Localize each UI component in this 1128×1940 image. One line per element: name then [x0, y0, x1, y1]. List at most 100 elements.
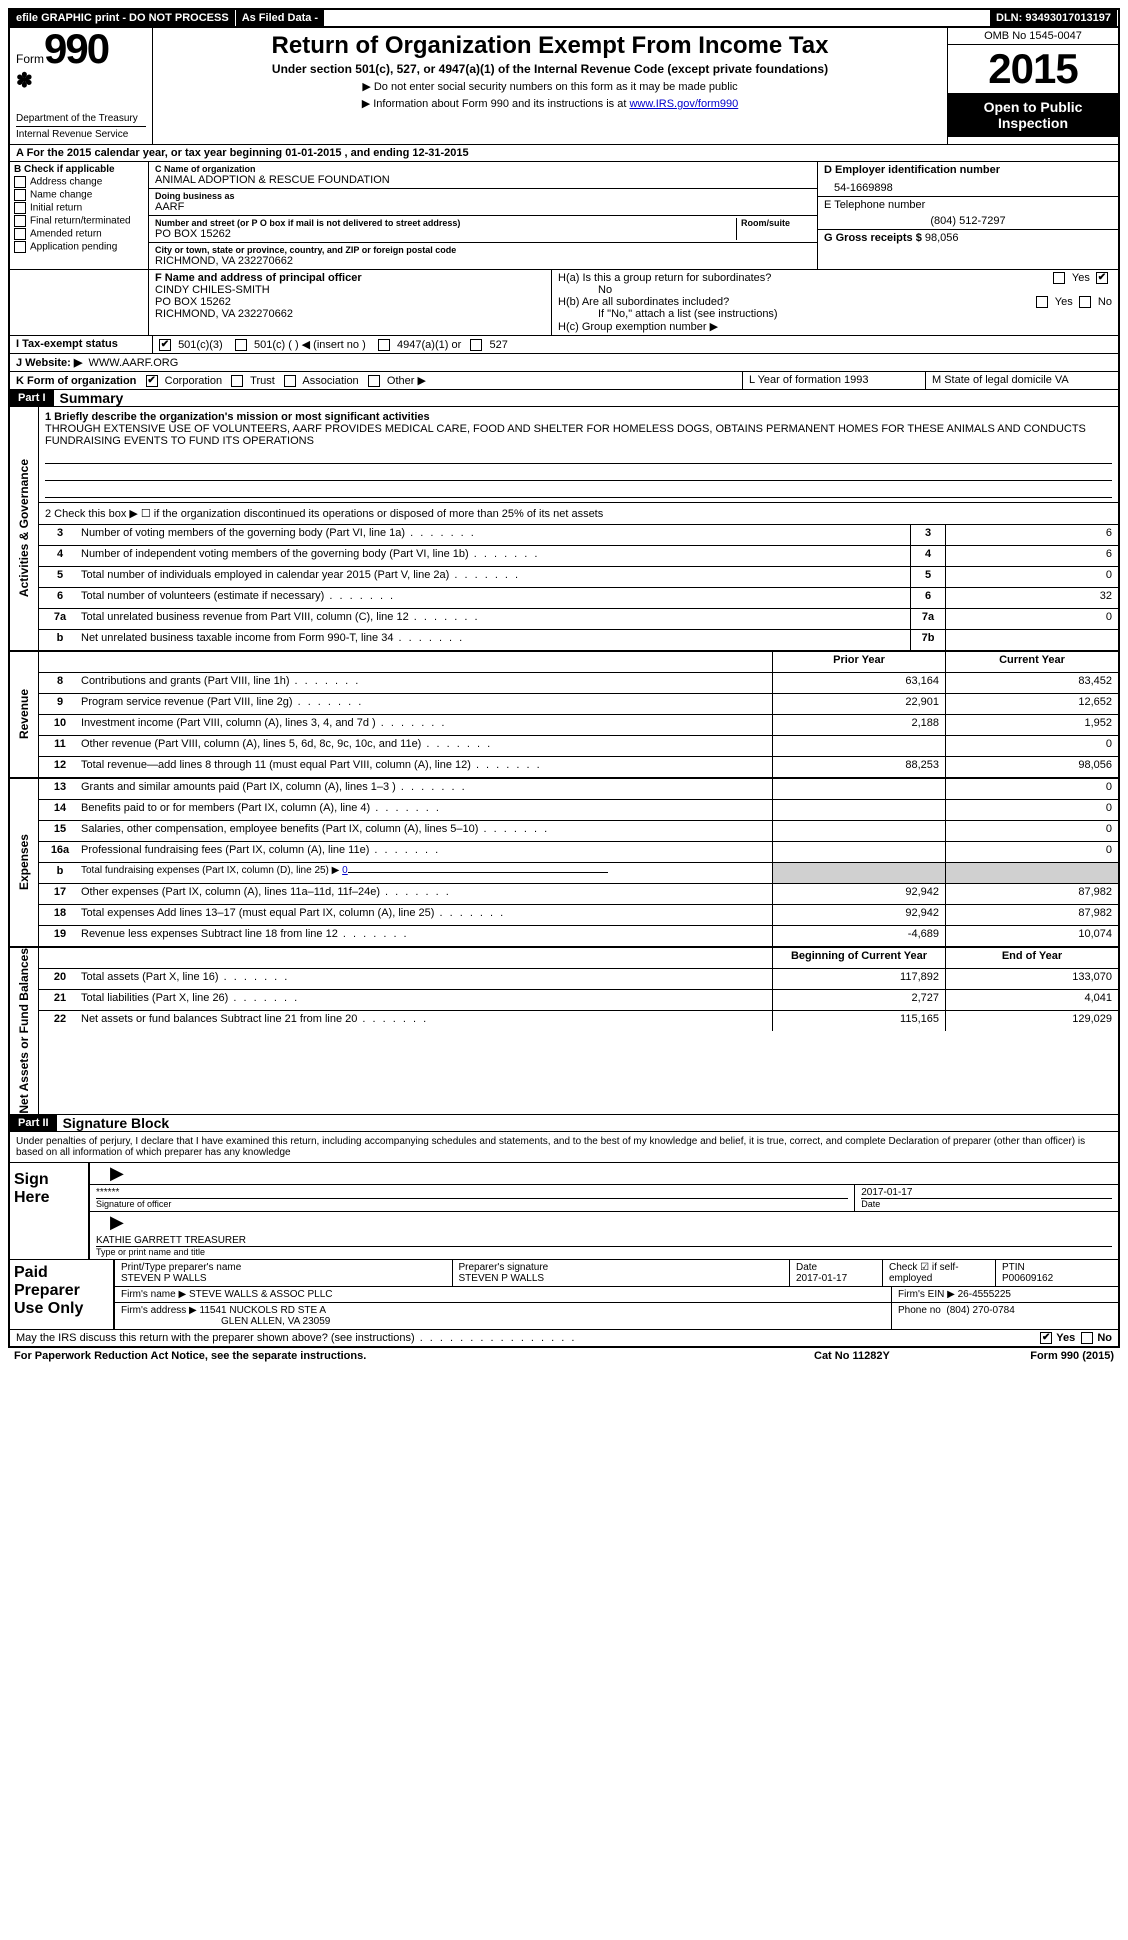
website-value: WWW.AARF.ORG — [88, 357, 178, 369]
ptin-value: P00609162 — [1002, 1273, 1112, 1284]
h-b-yes-chk[interactable] — [1036, 296, 1048, 308]
side-revenue-text: Revenue — [17, 689, 31, 739]
row-j: J Website: ▶ WWW.AARF.ORG — [10, 354, 1118, 372]
prior-value — [772, 863, 945, 883]
sign-here-row: Sign Here ▶ ****** Signature of officer … — [10, 1162, 1118, 1259]
ein-label: D Employer identification number — [824, 164, 1112, 176]
prep-date: 2017-01-17 — [796, 1273, 876, 1284]
signature-block: Under penalties of perjury, I declare th… — [10, 1132, 1118, 1346]
fundraising-link[interactable]: 0 — [342, 865, 348, 876]
line-num: 12 — [39, 757, 81, 777]
line-num: 8 — [39, 673, 81, 693]
lbl-501c3: 501(c)(3) — [178, 339, 223, 351]
chk-final-return[interactable] — [14, 215, 26, 227]
irs-link[interactable]: www.IRS.gov/form990 — [629, 98, 738, 110]
h-b-no-chk[interactable] — [1079, 296, 1091, 308]
lbl-other: Other ▶ — [387, 375, 426, 387]
line-value: 32 — [945, 588, 1118, 608]
line-desc: Salaries, other compensation, employee b… — [81, 821, 772, 841]
prior-value: 2,188 — [772, 715, 945, 735]
gov-row-7a: 7aTotal unrelated business revenue from … — [39, 608, 1118, 629]
city-block: City or town, state or province, country… — [149, 243, 817, 269]
h-a-row: H(a) Is this a group return for subordin… — [558, 272, 1112, 296]
line-value — [945, 630, 1118, 650]
discuss-yes-chk[interactable]: ✔ — [1040, 1332, 1052, 1344]
chk-initial-return[interactable] — [14, 202, 26, 214]
lbl-name-change: Name change — [30, 189, 92, 200]
chk-app-pending[interactable] — [14, 241, 26, 253]
current-value: 129,029 — [945, 1011, 1118, 1031]
discuss-no-chk[interactable] — [1081, 1332, 1093, 1344]
line-desc: Other revenue (Part VIII, column (A), li… — [81, 736, 772, 756]
paid-row-3: Firm's address ▶ 11541 NUCKOLS RD STE AG… — [115, 1303, 1118, 1329]
exp-row-b: bTotal fundraising expenses (Part IX, co… — [39, 862, 1118, 883]
current-value: 98,056 — [945, 757, 1118, 777]
prior-value — [772, 800, 945, 820]
chk-4947[interactable] — [378, 339, 390, 351]
lbl-corp: Corporation — [165, 375, 222, 387]
chk-amended-return[interactable] — [14, 228, 26, 240]
chk-corp[interactable]: ✔ — [146, 375, 158, 387]
line-desc: Other expenses (Part IX, column (A), lin… — [81, 884, 772, 904]
prep-sig: STEVEN P WALLS — [459, 1273, 784, 1284]
line-desc: Total fundraising expenses (Part IX, col… — [81, 863, 772, 883]
line-num: 4 — [39, 546, 81, 566]
col-h: H(a) Is this a group return for subordin… — [552, 270, 1118, 335]
line-desc: Total expenses Add lines 13–17 (must equ… — [81, 905, 772, 925]
h-a-no-chk[interactable]: ✔ — [1096, 272, 1108, 284]
side-revenue: Revenue — [10, 652, 39, 777]
line-desc: Total revenue—add lines 8 through 11 (mu… — [81, 757, 772, 777]
side-net-assets: Net Assets or Fund Balances — [10, 948, 39, 1114]
chk-name-change[interactable] — [14, 189, 26, 201]
irs-line: Internal Revenue Service — [16, 126, 146, 140]
discuss-row: May the IRS discuss this return with the… — [10, 1329, 1118, 1346]
form-word: Form — [16, 52, 44, 66]
sign-here-label: Sign Here — [10, 1163, 90, 1259]
side-net-assets-text: Net Assets or Fund Balances — [17, 948, 31, 1114]
firm-phone: (804) 270-0784 — [946, 1305, 1014, 1316]
cat-no: Cat No 11282Y — [814, 1350, 974, 1362]
phone-label: E Telephone number — [824, 199, 1112, 211]
current-value: 0 — [945, 821, 1118, 841]
side-expenses: Expenses — [10, 779, 39, 946]
city-value: RICHMOND, VA 232270662 — [155, 255, 811, 267]
current-value: 83,452 — [945, 673, 1118, 693]
line-box: 3 — [910, 525, 945, 545]
prep-name-lbl: Print/Type preparer's name — [121, 1262, 446, 1273]
prior-value: 2,727 — [772, 990, 945, 1010]
chk-trust[interactable] — [231, 375, 243, 387]
na-header-row: Beginning of Current Year End of Year — [39, 948, 1118, 968]
lbl-address-change: Address change — [30, 176, 102, 187]
dba-value: AARF — [155, 201, 811, 213]
chk-501c3[interactable]: ✔ — [159, 339, 171, 351]
chk-527[interactable] — [470, 339, 482, 351]
chk-other[interactable] — [368, 375, 380, 387]
k-label: K Form of organization — [16, 375, 136, 387]
firm-name-lbl: Firm's name ▶ — [121, 1289, 186, 1300]
line-desc: Total number of individuals employed in … — [81, 567, 910, 587]
col-d-ein: D Employer identification number 54-1669… — [817, 162, 1118, 269]
chk-assoc[interactable] — [284, 375, 296, 387]
line-desc: Contributions and grants (Part VIII, lin… — [81, 673, 772, 693]
firm-addr2: GLEN ALLEN, VA 23059 — [121, 1316, 330, 1327]
tax-year: 2015 — [948, 45, 1118, 93]
line-num: 3 — [39, 525, 81, 545]
chk-501c[interactable] — [235, 339, 247, 351]
line-num: 16a — [39, 842, 81, 862]
dln-cell: DLN: 93493017013197 — [990, 10, 1118, 26]
form-number-cell: Form990 ✽ Department of the Treasury Int… — [10, 28, 153, 144]
ssn-warning: ▶ Do not enter social security numbers o… — [161, 80, 939, 93]
prior-value: 22,901 — [772, 694, 945, 714]
line-value: 6 — [945, 525, 1118, 545]
line-num: 13 — [39, 779, 81, 799]
lbl-app-pending: Application pending — [30, 241, 117, 252]
prior-value: -4,689 — [772, 926, 945, 946]
chk-address-change[interactable] — [14, 176, 26, 188]
l-formation: L Year of formation 1993 — [742, 372, 925, 389]
h-a-yes-chk[interactable] — [1053, 272, 1065, 284]
omb-number: OMB No 1545-0047 — [948, 28, 1118, 45]
org-name-label: C Name of organization — [155, 164, 811, 174]
row-a-tax-year: A For the 2015 calendar year, or tax yea… — [10, 145, 1118, 162]
paid-row-2: Firm's name ▶ STEVE WALLS & ASSOC PLLC F… — [115, 1287, 1118, 1303]
sign-here-right: ▶ ****** Signature of officer 2017-01-17… — [90, 1163, 1118, 1259]
